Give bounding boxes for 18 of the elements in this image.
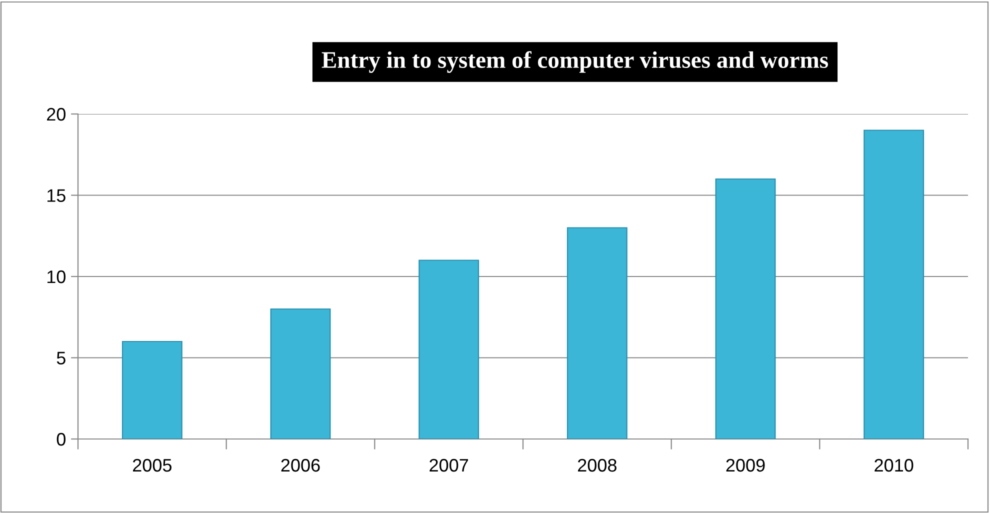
x-tick-label: 2006 [281, 458, 320, 472]
x-tick-label: 2010 [874, 458, 914, 472]
bar [418, 260, 480, 439]
y-tick-label: 0 [56, 432, 66, 446]
x-tick-label: 2007 [430, 458, 468, 472]
bar [715, 178, 776, 439]
bar [566, 227, 628, 439]
bar [864, 130, 924, 439]
bar [270, 308, 331, 439]
y-tick-label: 20 [47, 108, 66, 121]
y-tick-label: 5 [56, 352, 66, 364]
chart-title: Entry in to system of computer viruses and worms [322, 51, 828, 73]
x-tick-label: 2008 [578, 458, 616, 472]
x-tick-label: 2009 [726, 458, 765, 472]
bar [122, 340, 182, 439]
y-tick-label: 10 [47, 270, 66, 284]
x-tick-label: 2005 [132, 458, 172, 472]
y-tick-label: 15 [47, 189, 66, 202]
